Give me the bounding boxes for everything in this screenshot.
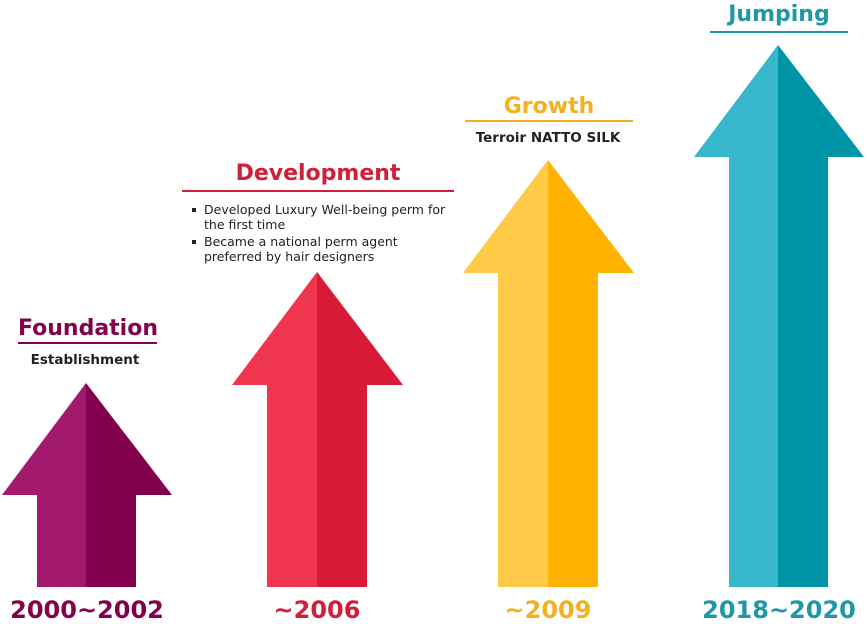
arrow-development-right-half bbox=[317, 272, 403, 587]
stage-bullets-development: Developed Luxury Well-being perm for the… bbox=[190, 202, 450, 266]
stage-rule-growth bbox=[465, 120, 633, 122]
arrow-jumping-right-half bbox=[778, 45, 864, 587]
arrow-jumping-left-half bbox=[694, 45, 778, 587]
stage-title-growth: Growth bbox=[503, 94, 595, 119]
arrow-growth-left-half bbox=[463, 160, 548, 587]
bullet-item: Became a national perm agent preferred b… bbox=[190, 234, 450, 264]
stage-year-jumping: 2018~2020 bbox=[702, 596, 856, 624]
stage-description-growth: Terroir NATTO SILK bbox=[475, 130, 621, 146]
arrow-development-left-half bbox=[232, 272, 317, 587]
stage-year-foundation: 2000~2002 bbox=[10, 596, 164, 624]
stage-year-growth: ~2009 bbox=[504, 596, 592, 624]
arrow-growth-right-half bbox=[548, 160, 634, 587]
arrow-growth bbox=[463, 160, 634, 587]
bullet-item: Developed Luxury Well-being perm for the… bbox=[190, 202, 450, 232]
arrow-foundation-right-half bbox=[86, 383, 172, 587]
stage-rule-jumping bbox=[710, 31, 848, 33]
stage-rule-development bbox=[182, 190, 454, 192]
arrow-foundation-left-half bbox=[2, 383, 86, 587]
stage-year-development: ~2006 bbox=[273, 596, 361, 624]
stage-title-jumping: Jumping bbox=[728, 2, 830, 27]
arrow-foundation bbox=[2, 383, 172, 587]
stage-title-development: Development bbox=[235, 161, 401, 186]
arrow-development bbox=[232, 272, 403, 587]
stage-rule-foundation bbox=[18, 342, 157, 344]
arrow-jumping bbox=[694, 45, 864, 587]
stage-title-foundation: Foundation bbox=[18, 316, 159, 341]
stage-description-foundation: Establishment bbox=[30, 352, 140, 368]
